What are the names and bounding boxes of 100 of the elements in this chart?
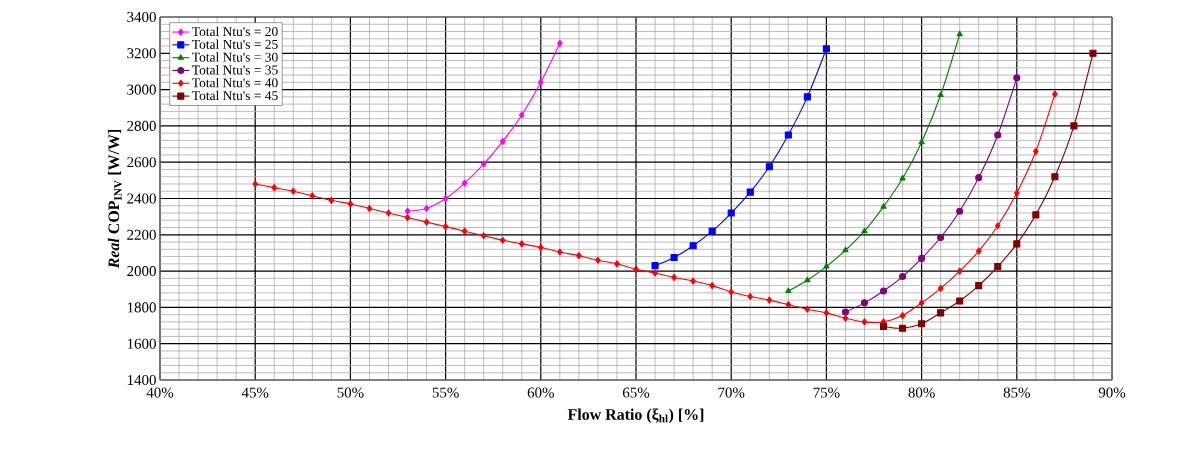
x-axis-title: Flow Ratio (ξ$_{hl}$) [%] — [567, 408, 704, 424]
point — [841, 308, 849, 316]
point — [880, 203, 887, 209]
point — [1014, 189, 1020, 197]
point — [328, 196, 335, 204]
point — [442, 223, 449, 231]
point — [994, 222, 1001, 230]
point — [271, 184, 278, 192]
point — [309, 192, 316, 200]
point — [480, 232, 487, 240]
y-tick-label: 1800 — [127, 302, 156, 313]
y-tick-label: 1600 — [127, 338, 156, 349]
point — [1013, 74, 1021, 82]
point — [557, 39, 563, 47]
point — [1032, 211, 1040, 219]
point — [423, 218, 430, 226]
y-tick-label: 3000 — [127, 84, 156, 95]
point — [347, 200, 354, 208]
y-tick-label: 2800 — [127, 120, 156, 131]
point — [975, 282, 983, 290]
point — [823, 263, 830, 269]
point — [956, 297, 964, 305]
point — [804, 305, 811, 313]
point — [690, 277, 696, 285]
point — [975, 247, 982, 255]
point — [765, 163, 773, 171]
point — [842, 246, 849, 253]
legend-label: Total Ntu's = 20 — [192, 26, 278, 37]
point — [918, 254, 926, 262]
point — [652, 269, 658, 277]
point — [822, 45, 830, 53]
point — [728, 288, 735, 296]
point — [785, 301, 792, 309]
point — [956, 30, 963, 37]
x-tick-label: 40% — [146, 387, 174, 398]
point — [804, 276, 811, 283]
x-tick-label: 85% — [1003, 387, 1030, 398]
point — [1033, 147, 1039, 155]
point — [538, 78, 544, 86]
point — [879, 322, 888, 331]
point — [879, 287, 888, 295]
point — [461, 179, 468, 187]
point — [252, 180, 258, 188]
y-tick-label: 2400 — [127, 193, 156, 204]
point — [727, 209, 735, 217]
point — [784, 131, 792, 139]
point — [708, 227, 716, 235]
point — [899, 272, 907, 281]
point — [899, 312, 906, 320]
x-tick-label: 65% — [622, 387, 650, 398]
point — [385, 209, 392, 217]
point — [899, 324, 907, 332]
legend-label: Total Ntu's = 25 — [192, 39, 278, 49]
y-tick-label: 2000 — [127, 266, 156, 277]
point — [803, 93, 811, 101]
legend-label: Total Ntu's = 35 — [192, 65, 278, 75]
point — [747, 292, 754, 301]
x-tick-label: 55% — [432, 387, 459, 398]
x-tick-label: 45% — [241, 387, 269, 398]
point — [1070, 122, 1078, 130]
point — [860, 299, 869, 307]
point — [671, 273, 677, 281]
x-tick-label: 60% — [527, 387, 554, 398]
point — [518, 111, 525, 119]
point — [709, 282, 715, 290]
x-tick-label: 50% — [337, 387, 364, 398]
point — [861, 227, 868, 234]
point — [842, 314, 849, 322]
y-tick-label: 3400 — [127, 11, 156, 23]
point — [670, 253, 678, 262]
point — [899, 174, 906, 181]
point — [823, 309, 830, 317]
point — [442, 194, 449, 203]
point — [994, 131, 1002, 139]
point — [975, 174, 983, 182]
point — [1013, 240, 1021, 248]
point — [937, 284, 944, 292]
point — [937, 309, 945, 317]
legend-label: Total Ntu's = 40 — [192, 77, 278, 88]
point — [404, 214, 411, 222]
point — [994, 263, 1002, 271]
point — [956, 207, 964, 215]
point — [480, 160, 487, 168]
point — [689, 242, 697, 250]
point — [651, 262, 659, 270]
x-tick-label: 80% — [908, 387, 935, 398]
point — [499, 236, 506, 244]
legend-label: Total Ntu's = 45 — [192, 90, 278, 101]
point — [576, 252, 582, 260]
y-tick-label: 1400 — [127, 374, 156, 386]
point — [1089, 49, 1097, 57]
point — [423, 204, 430, 213]
point — [746, 188, 754, 196]
point — [614, 260, 620, 268]
point — [595, 256, 601, 264]
point — [557, 248, 563, 256]
point — [918, 299, 925, 307]
legend-label: Total Ntu's = 30 — [192, 52, 278, 62]
point — [937, 233, 945, 242]
point — [404, 207, 411, 215]
